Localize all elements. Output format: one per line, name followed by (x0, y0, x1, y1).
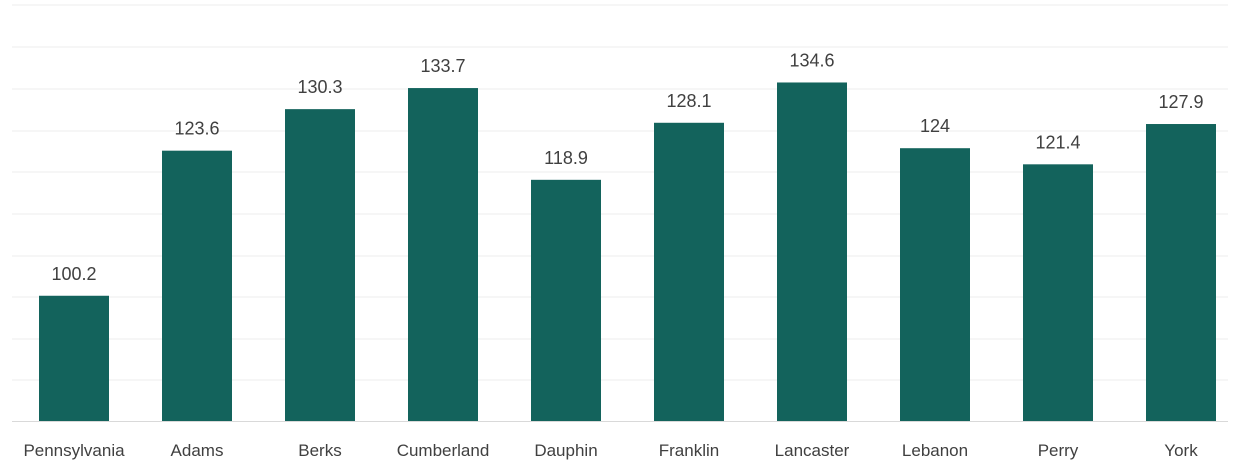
bars (39, 82, 1216, 422)
x-tick-label-lebanon: Lebanon (902, 441, 968, 460)
value-label-adams: 123.6 (174, 119, 219, 139)
value-label-pennsylvania: 100.2 (51, 264, 96, 284)
bar-pennsylvania (39, 295, 109, 421)
bar-lancaster (777, 82, 847, 421)
x-axis: Pennsylvania Adams Berks Cumberland Dauphin F… (12, 421, 1228, 460)
value-label-berks: 130.3 (297, 77, 342, 97)
x-tick-label-adams: Adams (171, 441, 224, 460)
value-label-york: 127.9 (1158, 92, 1203, 112)
bar-berks (285, 109, 355, 421)
bar-franklin (654, 122, 724, 421)
bar-perry (1023, 164, 1093, 421)
value-label-franklin: 128.1 (666, 91, 711, 111)
value-label-perry: 121.4 (1035, 132, 1080, 152)
bar-cumberland (408, 88, 478, 421)
value-label-lebanon: 124 (920, 116, 950, 136)
x-tick-label-pennsylvania: Pennsylvania (23, 441, 125, 460)
value-labels: 100.2 123.6 130.3 133.7 118.9 128.1 134.6 124 12… (51, 50, 1203, 283)
value-label-cumberland: 133.7 (420, 56, 465, 76)
x-tick-label-perry: Perry (1038, 441, 1079, 460)
bar-dauphin (531, 179, 601, 421)
x-tick-label-franklin: Franklin (659, 441, 719, 460)
x-tick-label-berks: Berks (298, 441, 341, 460)
x-tick-label-dauphin: Dauphin (534, 441, 597, 460)
bar-adams (162, 150, 232, 421)
bar-york (1146, 124, 1216, 422)
value-label-dauphin: 118.9 (544, 148, 588, 168)
bar-lebanon (900, 148, 970, 421)
x-tick-label-york: York (1164, 441, 1198, 460)
x-tick-label-cumberland: Cumberland (397, 441, 490, 460)
value-label-lancaster: 134.6 (789, 50, 834, 70)
x-tick-label-lancaster: Lancaster (775, 441, 850, 460)
